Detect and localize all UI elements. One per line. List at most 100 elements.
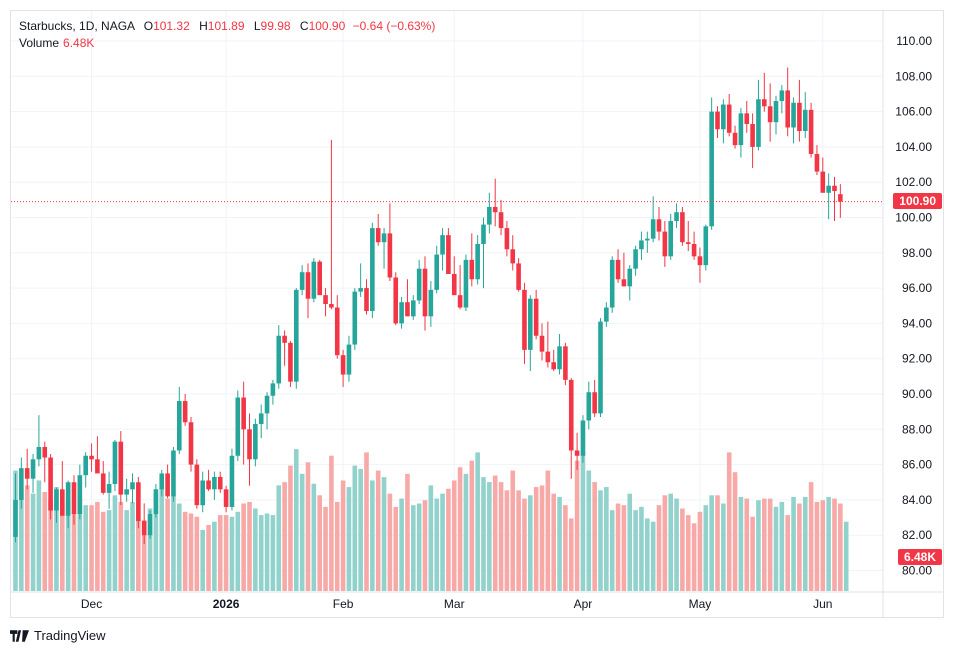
volume-bar bbox=[136, 520, 141, 591]
candle bbox=[487, 192, 492, 234]
candle bbox=[223, 485, 229, 513]
volume-bar bbox=[48, 500, 53, 591]
chart-frame[interactable] bbox=[10, 10, 944, 618]
candle-body bbox=[54, 489, 59, 511]
candle-body bbox=[504, 228, 510, 250]
candle-body bbox=[656, 219, 662, 232]
candle-body bbox=[24, 468, 30, 479]
volume-bar bbox=[54, 487, 59, 591]
volume-bar bbox=[451, 480, 457, 591]
candle bbox=[399, 296, 404, 329]
candle-body bbox=[451, 273, 457, 296]
high-value: 101.89 bbox=[207, 19, 245, 33]
candle-body bbox=[604, 307, 609, 322]
candle-body bbox=[621, 279, 627, 287]
candle-body bbox=[106, 484, 112, 493]
volume-bar bbox=[510, 470, 516, 591]
volume-bar bbox=[206, 525, 211, 591]
candle-body bbox=[305, 272, 311, 299]
candle bbox=[36, 415, 42, 467]
candle bbox=[446, 228, 451, 274]
candle bbox=[773, 95, 779, 135]
candle-body bbox=[334, 307, 340, 356]
candle-body bbox=[340, 355, 346, 375]
candle bbox=[779, 85, 785, 114]
candle-body bbox=[118, 441, 124, 495]
volume-bar bbox=[498, 482, 504, 591]
candle bbox=[30, 454, 36, 493]
candle-body bbox=[557, 346, 562, 370]
candle-body bbox=[141, 521, 147, 536]
candle bbox=[574, 432, 580, 470]
footer-brand[interactable]: TradingView bbox=[10, 628, 106, 643]
candle bbox=[177, 386, 182, 455]
candle bbox=[329, 139, 334, 310]
candle-body bbox=[188, 422, 194, 465]
volume-bar bbox=[428, 485, 434, 591]
volume-bar bbox=[838, 503, 843, 591]
candle bbox=[557, 333, 562, 375]
candle-body bbox=[574, 450, 580, 456]
candle-body bbox=[703, 226, 709, 266]
volume-bar bbox=[60, 492, 65, 591]
volume-bar bbox=[440, 493, 445, 591]
candle-body bbox=[171, 450, 176, 497]
candle bbox=[814, 145, 820, 176]
candle-body bbox=[732, 132, 738, 146]
y-tick-label: 98.00 bbox=[902, 246, 932, 260]
candle-body bbox=[475, 243, 480, 280]
volume-bar bbox=[241, 503, 246, 591]
price-axis: 110.00 108.00 106.00 104.00 102.00 100.00 98.0… bbox=[895, 34, 932, 578]
candle-body bbox=[364, 288, 369, 312]
volume-bar bbox=[797, 503, 802, 591]
volume-bar bbox=[194, 516, 200, 591]
volume-bar bbox=[358, 468, 363, 591]
candle-body bbox=[153, 489, 159, 515]
candle bbox=[241, 381, 246, 465]
volume-bar bbox=[399, 498, 404, 591]
candle-body bbox=[487, 206, 492, 225]
candle-body bbox=[785, 90, 790, 128]
candle bbox=[375, 213, 381, 246]
volume-bar bbox=[691, 523, 697, 591]
candle bbox=[311, 258, 317, 303]
volume-bar bbox=[212, 521, 217, 591]
volume-bar bbox=[545, 470, 551, 591]
volume-bar bbox=[299, 473, 305, 591]
candle-body bbox=[779, 90, 785, 102]
candle-body bbox=[639, 240, 644, 250]
volume-bar bbox=[288, 465, 293, 591]
candle bbox=[294, 288, 299, 389]
candle bbox=[738, 108, 744, 158]
volume-bar bbox=[767, 498, 773, 591]
volume-bar bbox=[270, 515, 276, 591]
candle bbox=[838, 184, 843, 218]
candle-body bbox=[19, 468, 24, 500]
volume-bar bbox=[475, 452, 480, 591]
candles bbox=[13, 67, 843, 545]
volume-bar bbox=[615, 503, 621, 591]
candle bbox=[65, 480, 71, 529]
volume-bar bbox=[791, 496, 796, 591]
brand-label: TradingView bbox=[34, 628, 106, 643]
candle-body bbox=[539, 335, 545, 352]
candle bbox=[24, 448, 30, 490]
candle-body bbox=[609, 259, 615, 308]
volume-bar bbox=[147, 508, 153, 591]
volume-bar bbox=[311, 483, 317, 591]
candle-body bbox=[715, 111, 720, 130]
candle-body bbox=[551, 362, 556, 370]
volume-bar bbox=[153, 493, 159, 591]
candle bbox=[440, 228, 445, 271]
x-tick-label: Feb bbox=[333, 597, 354, 611]
x-tick-label: Jun bbox=[813, 597, 832, 611]
volume-bar bbox=[487, 482, 492, 591]
volume-legend: Volume 6.48K bbox=[19, 35, 94, 52]
volume-bar bbox=[118, 501, 124, 591]
candle bbox=[13, 473, 18, 543]
candle bbox=[492, 178, 498, 227]
candle bbox=[405, 279, 410, 317]
candle bbox=[229, 448, 235, 511]
candle-body bbox=[492, 206, 498, 213]
